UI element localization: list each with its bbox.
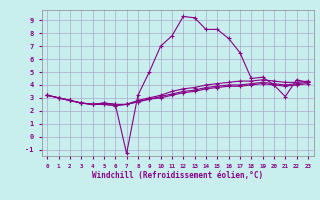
X-axis label: Windchill (Refroidissement éolien,°C): Windchill (Refroidissement éolien,°C): [92, 171, 263, 180]
